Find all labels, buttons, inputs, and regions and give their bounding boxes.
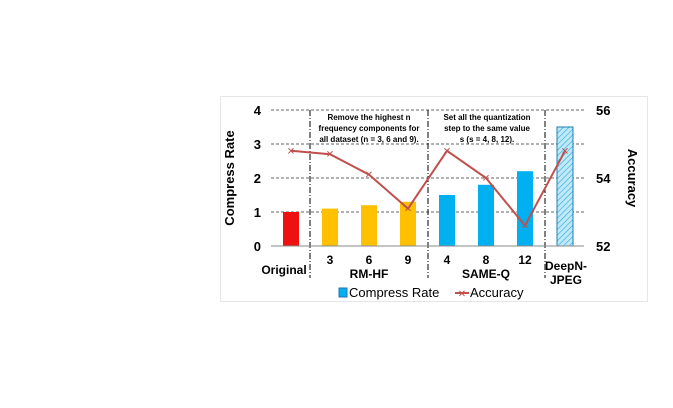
y2-axis-title: Accuracy (625, 149, 640, 208)
x-tick-label: 4 (444, 253, 451, 267)
group-label: SAME-Q (462, 267, 510, 281)
y-tick-label: 2 (254, 171, 261, 186)
bar-6 (361, 205, 377, 246)
x-tick-label: JPEG (550, 273, 582, 287)
y2-tick-label: 56 (596, 103, 610, 118)
bar-deepn-jpeg (556, 126, 574, 247)
legend-compress-rate-label: Compress Rate (349, 285, 439, 300)
legend-compress-rate-swatch (338, 287, 348, 298)
annotation-line: step to the same value (444, 124, 530, 133)
x-tick-label: 12 (518, 253, 532, 267)
annotation-line: frequency components for (319, 124, 420, 133)
x-tick-label: 3 (327, 253, 334, 267)
annotation-line: all dataset (n = 3, 6 and 9). (319, 135, 418, 144)
y-tick-label: 4 (254, 103, 262, 118)
x-tick-label: 6 (366, 253, 373, 267)
accuracy-line (290, 149, 566, 228)
annotation-line: Remove the highest n (327, 113, 410, 122)
bar-4 (439, 195, 455, 246)
y2-tick-label: 52 (596, 239, 610, 254)
chart-frame (220, 96, 648, 302)
y-tick-label: 3 (254, 137, 261, 152)
y2-tick-label: 54 (596, 171, 611, 186)
bar-9 (400, 201, 416, 246)
bar-original (283, 212, 299, 246)
x-tick-label: DeepN- (545, 259, 587, 273)
x-tick-label: Original (261, 263, 306, 277)
accuracy-point: ✕ (287, 146, 295, 157)
annotation-line: Set all the quantization (443, 113, 530, 122)
x-tick-label: 9 (405, 253, 412, 267)
legend-accuracy-marker: ✕ (458, 289, 466, 300)
bar-3 (322, 208, 338, 246)
accuracy-point: ✕ (443, 146, 451, 157)
bar-12 (517, 171, 533, 246)
y-tick-label: 1 (254, 205, 261, 220)
accuracy-point: ✕ (482, 174, 490, 185)
accuracy-point: ✕ (561, 146, 569, 157)
accuracy-point: ✕ (404, 204, 412, 215)
legend-accuracy-label: Accuracy (470, 285, 524, 300)
group-label: RM-HF (350, 267, 389, 281)
bar-8 (478, 184, 494, 246)
annotation-line: s (s = 4, 8, 12). (460, 135, 514, 144)
y-tick-label: 0 (254, 239, 261, 254)
y-axis-title: Compress Rate (222, 130, 237, 225)
accuracy-point: ✕ (365, 170, 373, 181)
x-tick-label: 8 (483, 253, 490, 267)
accuracy-point: ✕ (521, 221, 529, 232)
accuracy-point: ✕ (326, 150, 334, 161)
